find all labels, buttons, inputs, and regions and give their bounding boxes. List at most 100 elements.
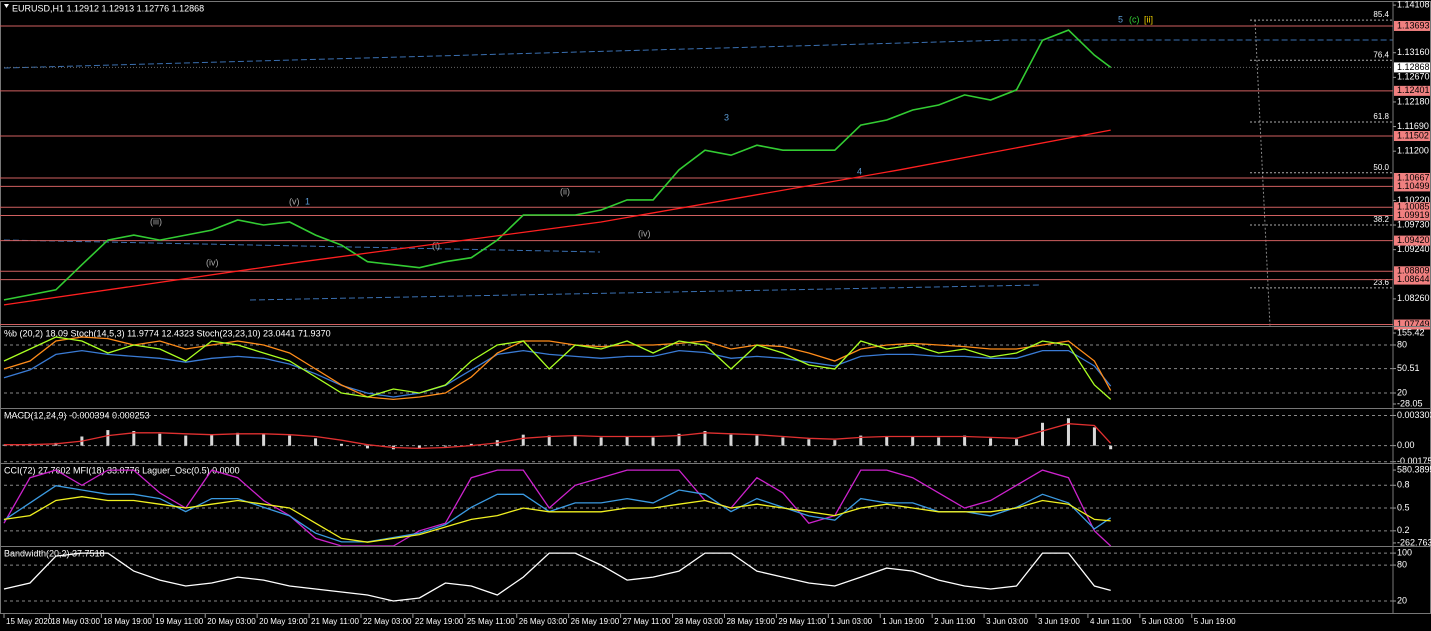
histogram-bar [911, 436, 915, 446]
y-tick-label: 50.51 [1397, 363, 1420, 373]
wave-label: 5 [1118, 14, 1123, 24]
histogram-bar [859, 435, 863, 446]
histogram-bar [443, 445, 447, 447]
x-tick-label: 1 Jun 03:00 [830, 617, 872, 626]
y-tick-label: 0.2 [1397, 525, 1410, 535]
level-box [1394, 131, 1430, 142]
histogram-bar [651, 437, 655, 446]
y-tick-label: 1.12180 [1397, 96, 1430, 106]
y2-tick-label: 155.42 [1397, 327, 1425, 337]
fibo-label: 76.4 [1373, 50, 1389, 59]
histogram-bar [1015, 439, 1019, 446]
histogram-bar [236, 432, 240, 446]
series-line [3, 29, 1112, 301]
level-label: 1.10499 [1397, 181, 1430, 191]
histogram-bar [729, 434, 733, 446]
level-label: 1.09919 [1397, 210, 1430, 220]
y2-tick-label: 580.3895 [1397, 464, 1431, 474]
fibo-label: 38.2 [1373, 215, 1389, 224]
level-box [1394, 181, 1430, 192]
x-tick-label: 18 May 03:00 [51, 617, 100, 626]
histogram-bar [781, 437, 785, 446]
histogram-bar [365, 445, 369, 449]
series-line [3, 349, 1112, 398]
y-tick-label: 1.11690 [1397, 121, 1429, 131]
series-line [3, 469, 1112, 547]
last-price-label: 1.12868 [1397, 62, 1430, 72]
y-tick-label: 1.11200 [1397, 146, 1429, 156]
series-line [3, 336, 1112, 401]
x-tick-label: 5 Jun 19:00 [1194, 617, 1236, 626]
x-tick-label: 15 May 2020 [6, 617, 53, 626]
x-tick-label: 3 Jun 19:00 [1038, 617, 1080, 626]
y-tick-label: 1.14108 [1397, 0, 1430, 9]
histogram-bar [1109, 445, 1113, 450]
level-label: 1.11502 [1397, 130, 1429, 140]
trend-line [3, 39, 1393, 69]
histogram-bar [937, 437, 941, 446]
x-tick-label: 28 May 19:00 [726, 617, 775, 626]
level-box [1394, 266, 1430, 277]
wave-label: (iv) [206, 257, 219, 267]
level-label: 1.13693 [1397, 20, 1430, 30]
histogram-bar [963, 435, 967, 446]
y-tick-label: 80 [1397, 559, 1407, 569]
x-tick-label: 20 May 03:00 [207, 617, 256, 626]
histogram-bar [314, 438, 318, 446]
x-tick-label: 18 May 19:00 [103, 617, 152, 626]
level-box [1394, 235, 1430, 246]
y-tick-label: 0.8 [1397, 480, 1410, 490]
series-line [3, 552, 1111, 602]
level-box [1394, 172, 1430, 183]
wave-label: (i) [432, 240, 440, 250]
level-label: 1.08809 [1397, 266, 1430, 276]
histogram-bar [210, 434, 214, 446]
y-tick-label: 1.09240 [1397, 244, 1430, 254]
histogram-bar [262, 433, 266, 446]
x-tick-label: 1 Jun 19:00 [882, 617, 924, 626]
wave-label: 4 [857, 166, 862, 176]
histogram-bar [599, 437, 603, 446]
y2-tick-label: -262.763 [1397, 537, 1431, 547]
histogram-bar [1066, 418, 1070, 446]
y-tick-label: 1.09730 [1397, 219, 1430, 229]
x-tick-label: 25 May 11:00 [467, 617, 515, 626]
level-label: 1.12401 [1397, 85, 1430, 95]
wave-label: 1 [305, 196, 310, 206]
menu-arrow [4, 4, 9, 8]
histogram-bar [340, 443, 344, 446]
x-tick-label: 26 May 03:00 [519, 617, 568, 626]
y2-tick-label: -28.05 [1397, 398, 1423, 408]
histogram-bar [521, 434, 525, 446]
histogram-bar [132, 431, 136, 446]
y-tick-label: 0.003303 [1397, 410, 1431, 420]
histogram-bar [106, 430, 110, 446]
series-line [3, 496, 1111, 543]
fibo-label: 50.0 [1373, 163, 1389, 172]
x-tick-label: 3 Jun 03:00 [986, 617, 1028, 626]
level-box [1394, 20, 1430, 31]
histogram-bar [547, 435, 551, 446]
y-tick-label: 1.12670 [1397, 72, 1430, 82]
level-box [1394, 319, 1430, 330]
level-label: 1.07749 [1397, 319, 1430, 329]
histogram-bar [807, 439, 811, 446]
x-tick-label: 27 May 11:00 [623, 617, 671, 626]
wave-label: (c) [1129, 14, 1140, 24]
x-tick-label: 28 May 03:00 [675, 617, 724, 626]
y-tick-label: 0.00 [1397, 440, 1415, 450]
histogram-bar [885, 436, 889, 446]
y-tick-label: 1.08260 [1397, 293, 1430, 303]
histogram-bar [1041, 422, 1045, 446]
fibo-label: 85.4 [1373, 10, 1389, 19]
histogram-bar [703, 431, 707, 446]
x-tick-label: 26 May 19:00 [571, 617, 620, 626]
fibo-label: 23.6 [1373, 278, 1389, 287]
y-tick-label: 20 [1397, 387, 1407, 397]
series-line [4, 423, 1112, 450]
last-price-box [1394, 62, 1430, 73]
x-tick-label: 5 Jun 03:00 [1142, 617, 1184, 626]
